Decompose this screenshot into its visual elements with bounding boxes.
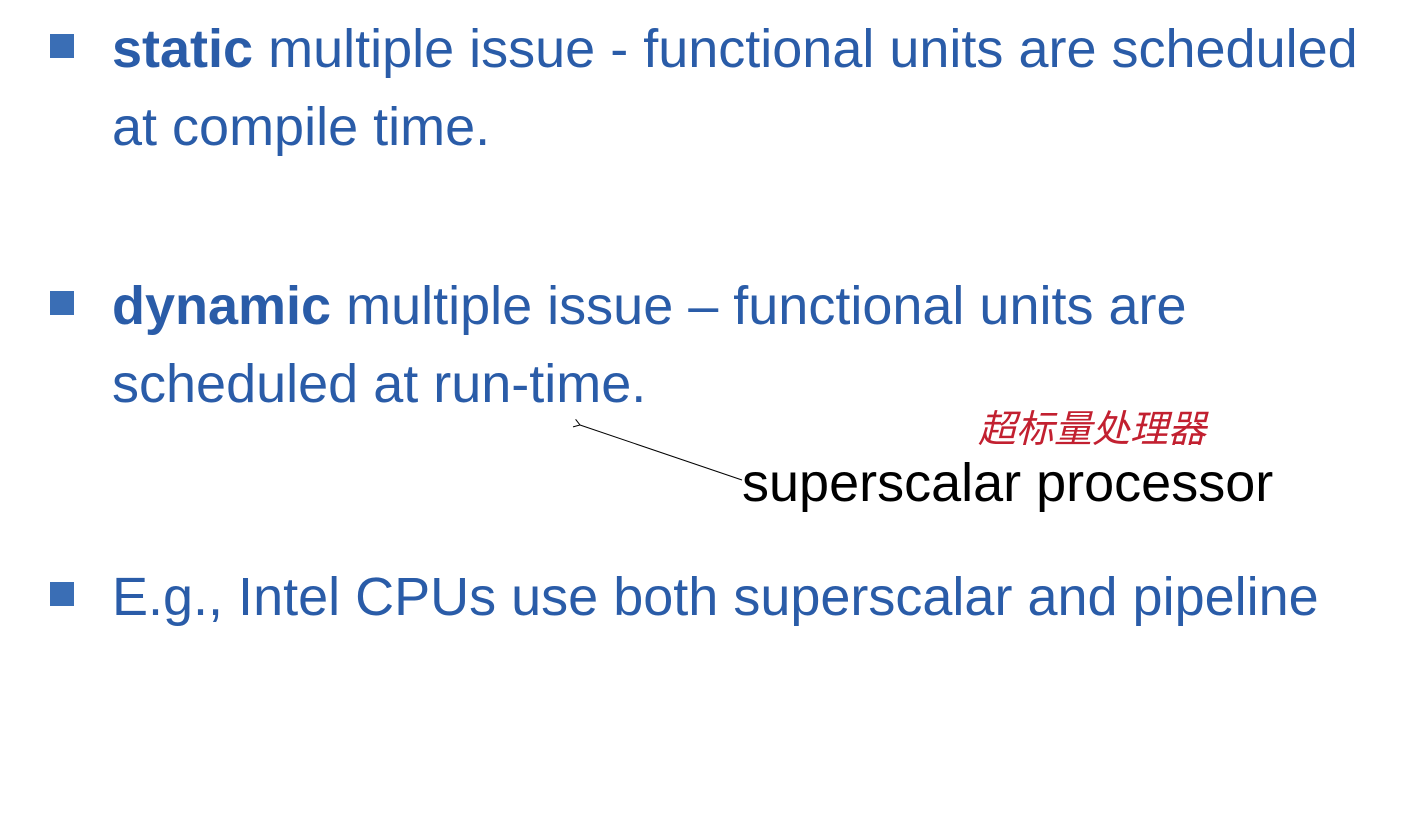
annotation-chinese-label: 超标量处理器 — [978, 398, 1206, 453]
bullet-text-1: static multiple issue - functional units… — [112, 10, 1366, 167]
bullet-marker-icon — [50, 34, 74, 58]
bullet-marker-icon — [50, 291, 74, 315]
annotation-english-label: superscalar processor — [742, 452, 1273, 514]
slide-container: static multiple issue - functional units… — [0, 0, 1406, 838]
bullet-item-3: E.g., Intel CPUs use both superscalar an… — [40, 558, 1366, 636]
bullet-bold-1: static — [112, 19, 253, 79]
bullet-bold-2: dynamic — [112, 276, 331, 336]
bullet-rest-3: E.g., Intel CPUs use both superscalar an… — [112, 567, 1319, 627]
bullet-text-3: E.g., Intel CPUs use both superscalar an… — [112, 558, 1319, 636]
bullet-marker-icon — [50, 582, 74, 606]
bullet-item-1: static multiple issue - functional units… — [40, 10, 1366, 167]
bullet-rest-1: multiple issue - functional units are sc… — [112, 19, 1358, 157]
